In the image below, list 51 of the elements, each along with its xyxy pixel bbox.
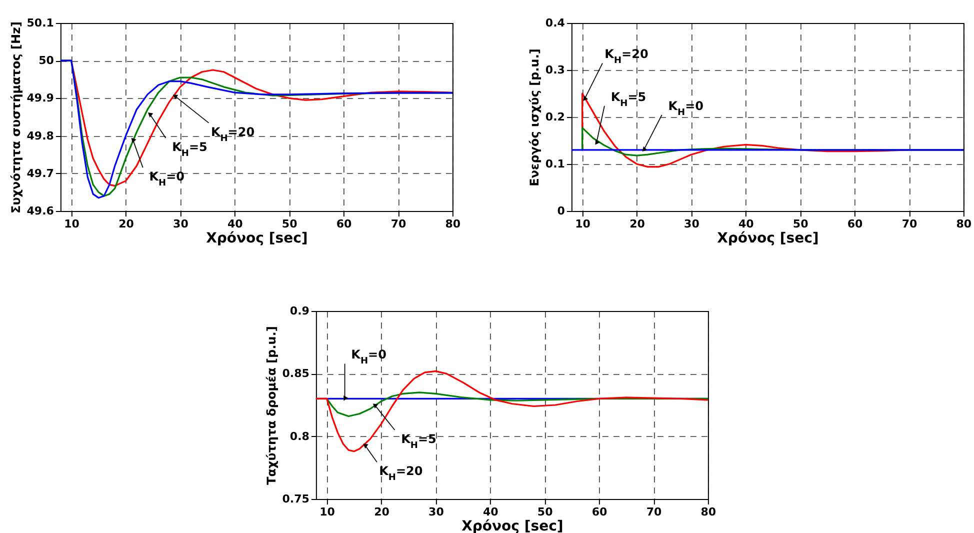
y-tick-label: 49.7 [26, 166, 54, 180]
y-tick-label: 49.8 [26, 129, 54, 142]
y-tick-label: 0.8 [290, 430, 310, 443]
y-tick-label: 49.6 [26, 204, 54, 218]
y-tick-label: 49.9 [26, 92, 54, 105]
x-tick-label: 20 [374, 506, 390, 518]
x-axis-title: Χρόνος [sec] [717, 230, 819, 246]
y-tick-label: 50.1 [26, 16, 54, 30]
x-tick-label: 10 [575, 218, 591, 230]
annotation: K$_{H}$=20 [379, 464, 423, 484]
x-tick-label: 30 [428, 506, 444, 518]
x-tick-label: 30 [173, 218, 189, 230]
line-series [316, 370, 708, 452]
x-tick-label: 60 [336, 218, 352, 230]
x-tick-label: 60 [592, 506, 608, 518]
y-tick-label: 0.75 [282, 492, 310, 506]
annotation: K$_{H}$=0 [668, 98, 704, 118]
annotation: K$_{H}$=0 [149, 170, 184, 189]
x-tick-label: 40 [482, 506, 499, 518]
x-tick-label: 80 [700, 506, 716, 518]
y-tick-label: 0.85 [282, 367, 310, 380]
y-axis-title: Ταχύτητα δρομέα [p.u.] [264, 326, 278, 485]
y-tick-label: 0 [557, 204, 566, 218]
annotation: K$_{H}$=5 [610, 90, 646, 109]
x-tick-label: 40 [738, 218, 754, 230]
y-axis-title: Ενεργός ισχύς [p.u.] [527, 48, 542, 186]
x-tick-label: 10 [320, 506, 336, 518]
annotation: K$_{H}$=20 [604, 47, 648, 66]
x-tick-label: 70 [390, 218, 406, 230]
x-tick-label: 70 [902, 218, 918, 230]
y-axis-title: Συχνότητα συστήματος [Hz] [8, 22, 23, 214]
x-tick-label: 80 [445, 218, 461, 230]
x-tick-label: 20 [118, 218, 134, 230]
y-tick-label: 0.1 [545, 158, 565, 170]
x-tick-label: 80 [956, 218, 972, 230]
x-tick-label: 50 [792, 218, 809, 230]
x-tick-label: 40 [227, 218, 244, 230]
annotation: K$_{H}$=20 [210, 124, 255, 144]
annotation: K$_{H}$=0 [351, 348, 386, 367]
y-tick-label: 0.3 [545, 64, 565, 76]
y-tick-label: 50 [38, 54, 54, 68]
x-tick-label: 60 [847, 218, 864, 230]
x-tick-label: 20 [630, 218, 646, 230]
x-tick-label: 30 [684, 218, 700, 230]
x-tick-label: 10 [64, 218, 80, 230]
x-axis-title: Χρόνος [sec] [206, 230, 308, 246]
y-tick-label: 0.9 [290, 304, 310, 318]
x-tick-label: 70 [646, 506, 662, 518]
y-tick-label: 0.4 [545, 16, 566, 30]
x-tick-label: 50 [537, 506, 554, 518]
y-tick-label: 0.2 [545, 110, 565, 124]
